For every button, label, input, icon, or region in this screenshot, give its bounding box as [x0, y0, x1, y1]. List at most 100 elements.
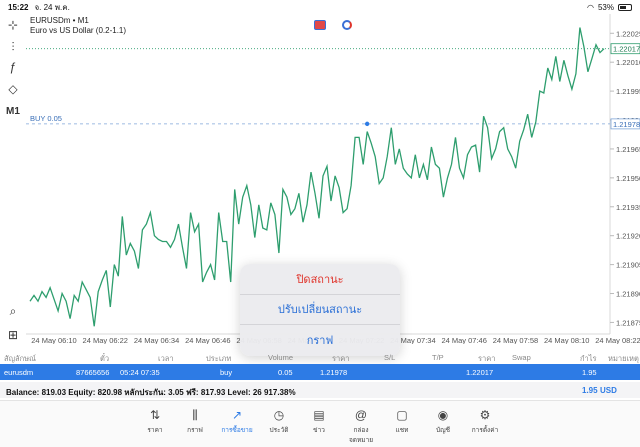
y-tick-label: 1.21920 — [616, 232, 640, 241]
row-time: 05:24 07:35 — [120, 368, 160, 377]
tab-mailbox-label: กล่องจดหมาย — [348, 427, 374, 444]
col-price: ราคา — [332, 354, 350, 363]
chart-header: EURUSDm • M1 Euro vs US Dollar (0.2-1.1) — [30, 16, 126, 36]
buy-marker[interactable] — [364, 121, 370, 127]
close-position-item[interactable]: ปิดสถานะ — [240, 264, 400, 295]
y-axis: 1.220251.220101.219951.219801.219651.219… — [610, 29, 640, 327]
col-tp: T/P — [432, 353, 444, 362]
wifi-icon: ◠ — [587, 2, 594, 12]
refresh-icon[interactable] — [342, 20, 352, 30]
tab-trade-label: การซื้อขาย — [221, 427, 253, 434]
col-swap: Swap — [512, 353, 531, 362]
tab-quotes[interactable]: ⇅ ราคา — [137, 407, 173, 435]
symbol-label: EURUSDm • M1 — [30, 16, 89, 25]
timeframe-button[interactable]: M1 — [6, 105, 20, 117]
tab-history[interactable]: ◷ ประวัติ — [261, 407, 297, 435]
current-price-tag — [610, 43, 640, 55]
row-profit: 1.95 — [582, 368, 597, 377]
x-tick-label: 24 May 07:34 — [390, 336, 435, 344]
x-tick-label: 24 May 06:10 — [31, 336, 76, 344]
buy-price-tag — [610, 118, 640, 130]
y-tick-label: 1.22010 — [616, 58, 640, 67]
y-tick-label: 1.21875 — [616, 318, 640, 327]
row-ticket: 87665656 — [76, 368, 110, 377]
x-tick-label: 24 May 06:34 — [134, 336, 179, 344]
y-tick-label: 1.21935 — [616, 203, 640, 212]
chart-item[interactable]: กราฟ — [306, 335, 334, 348]
col-symbol: สัญลักษณ์ — [4, 354, 37, 363]
y-tick-label: 1.21890 — [616, 290, 640, 299]
price-lines: 1.21978 1.22017 BUY 0.05 — [26, 43, 640, 130]
row-volume: 0.05 — [278, 368, 293, 377]
row-type: buy — [220, 368, 233, 377]
x-tick-label: 24 May 07:58 — [493, 336, 538, 344]
tab-bar: ⇅ ราคา ⫼ กราฟ ↗ การซื้อขาย ◷ ประวัติ ▤ ข… — [0, 400, 640, 447]
charts-icon: ⫼ — [192, 408, 198, 422]
current-price-label: 1.22017 — [613, 45, 640, 54]
status-bar: 15:22 จ. 24 พ.ค. ◠ 53% — [0, 0, 640, 14]
x-tick-label: 24 May 06:46 — [185, 336, 230, 344]
buy-line-label: BUY 0.05 — [30, 114, 62, 123]
tab-news[interactable]: ▤ ข่าว — [301, 407, 337, 435]
mailbox-icon: @ — [354, 408, 368, 422]
account-icon: ◉ — [437, 408, 449, 422]
clock: 15:22 — [8, 2, 29, 12]
tab-chat-label: แชท — [395, 427, 409, 434]
x-tick-label: 24 May 08:22 — [595, 336, 640, 344]
tab-chat[interactable]: ▢ แชท — [384, 407, 420, 435]
history-icon: ◷ — [273, 408, 285, 422]
date: จ. 24 พ.ค. — [34, 2, 70, 12]
symbol-description: Euro vs US Dollar (0.2-1.1) — [30, 26, 127, 35]
y-tick-label: 1.21995 — [616, 87, 640, 96]
position-context-menu: ปิดสถานะ ปรับเปลี่ยนสถานะ กราฟ — [240, 264, 400, 356]
function-icon[interactable]: ƒ — [9, 60, 17, 74]
col-ticket: ตั๋ว — [100, 354, 110, 363]
tab-trade[interactable]: ↗ การซื้อขาย — [219, 407, 255, 435]
modify-position-item[interactable]: ปรับเปลี่ยนสถานะ — [240, 295, 400, 326]
tab-history-label: ประวัติ — [269, 427, 289, 434]
col-comment: หมายเหตุ — [608, 354, 639, 363]
price-line — [29, 27, 605, 327]
x-tick-label: 24 May 07:46 — [441, 336, 486, 344]
balance-text: Balance: 819.03 Equity: 820.98 หลักประกั… — [6, 388, 296, 397]
battery-percent: 53% — [597, 2, 614, 12]
row-current-price: 1.22017 — [466, 368, 494, 377]
y-tick-label: 1.21965 — [616, 145, 640, 154]
tab-mailbox[interactable]: @ กล่องจดหมาย — [343, 407, 379, 445]
y-tick-label: 1.21950 — [616, 174, 640, 183]
add-icon[interactable]: ⊞ — [7, 328, 19, 342]
zoom-icon[interactable]: ⌕ — [9, 303, 17, 318]
battery-icon — [618, 3, 632, 11]
col-sl: S/L — [384, 353, 396, 362]
col-volume: Volume — [268, 353, 294, 362]
col-type: ประเภท — [206, 354, 232, 363]
tab-settings-label: การตั้งค่า — [471, 427, 499, 434]
col-time: เวลา — [158, 354, 174, 363]
tab-quotes-label: ราคา — [147, 427, 163, 434]
position-row[interactable]: eurusdm 87665656 05:24 07:35 buy 0.05 1.… — [0, 364, 640, 380]
shapes-icon[interactable]: ◇ — [8, 82, 18, 96]
x-tick-label: 24 May 08:10 — [544, 336, 589, 344]
row-symbol: eurusdm — [4, 368, 34, 377]
tab-news-label: ข่าว — [313, 427, 325, 434]
y-tick-label: 1.21905 — [616, 261, 640, 270]
col-current: ราคา — [478, 354, 496, 363]
chart-header-icons — [314, 20, 352, 30]
trade-icon: ↗ — [231, 408, 243, 422]
tab-account[interactable]: ◉ บัญชี — [425, 407, 461, 435]
settings-icon: ⚙ — [479, 408, 491, 422]
positions-table-header: สัญลักษณ์ ตั๋ว เวลา ประเภท Volume ราคา S… — [0, 350, 640, 364]
news-icon: ▤ — [313, 408, 325, 422]
chart-toolbar: ⊹ ⫶ ƒ ◇ M1 ⌕ ⊞ — [0, 14, 26, 344]
tab-settings[interactable]: ⚙ การตั้งค่า — [467, 407, 503, 435]
crosshair-icon[interactable]: ⊹ — [7, 18, 19, 32]
currency-label: USD — [600, 386, 617, 395]
chat-icon: ▢ — [396, 408, 408, 422]
x-tick-label: 24 May 06:22 — [83, 336, 128, 344]
balance-bar: Balance: 819.03 Equity: 820.98 หลักประกั… — [0, 382, 640, 398]
col-profit: กำไร — [580, 354, 597, 363]
tab-account-label: บัญชี — [435, 427, 451, 434]
candles-icon[interactable]: ⫶ — [11, 39, 15, 54]
tab-charts[interactable]: ⫼ กราฟ — [177, 407, 213, 435]
flag-icon[interactable] — [314, 20, 326, 30]
